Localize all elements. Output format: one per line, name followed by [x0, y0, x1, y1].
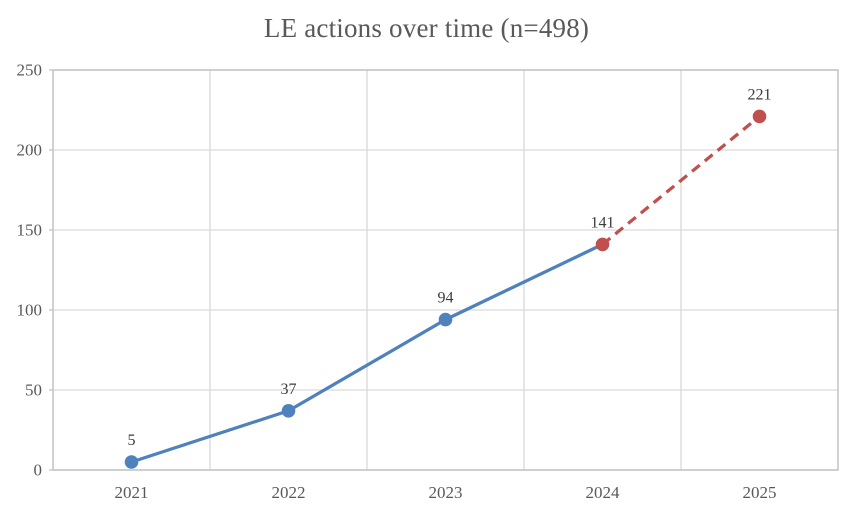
data-point-label: 221 [748, 86, 772, 103]
series-line-dashed [601, 115, 761, 246]
series-line-solid [130, 242, 604, 464]
y-axis-label: 200 [17, 141, 43, 160]
data-point-label: 141 [591, 214, 615, 231]
y-axis-label: 50 [25, 381, 42, 400]
y-axis-label: 150 [17, 221, 43, 240]
data-point-marker [752, 109, 767, 124]
x-axis-label: 2025 [743, 483, 777, 502]
data-point-label: 37 [281, 381, 297, 398]
y-axis-label: 100 [17, 301, 43, 320]
y-axis-label: 0 [34, 461, 43, 480]
x-axis-label: 2023 [429, 483, 463, 502]
data-point-marker [595, 237, 610, 252]
data-point-marker [281, 404, 296, 418]
plot-border [52, 69, 839, 471]
x-axis-label: 2021 [115, 483, 149, 502]
x-axis-label: 2022 [272, 483, 306, 502]
data-point-label: 5 [128, 432, 136, 449]
data-point-marker [438, 312, 453, 327]
data-point-label: 94 [438, 290, 454, 307]
chart-title: LE actions over time (n=498) [263, 13, 590, 43]
data-point-marker [124, 455, 139, 469]
y-axis-label: 250 [17, 61, 43, 80]
x-axis-label: 2024 [586, 483, 621, 502]
